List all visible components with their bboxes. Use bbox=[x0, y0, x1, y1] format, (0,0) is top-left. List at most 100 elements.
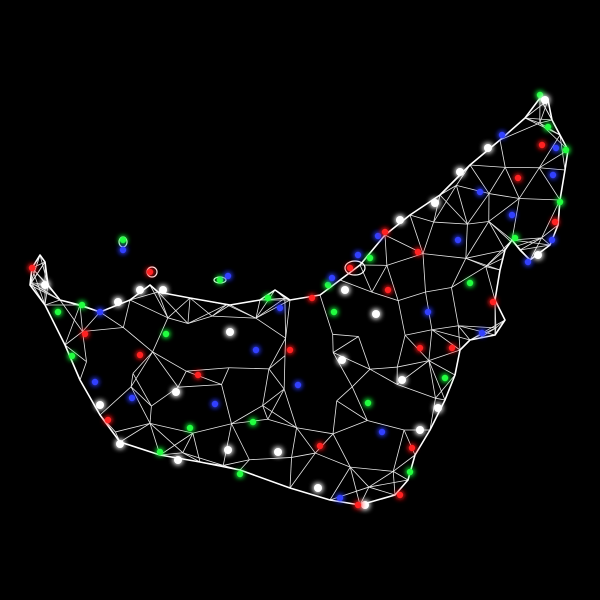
light-dot bbox=[338, 356, 346, 364]
mesh-line bbox=[177, 371, 187, 388]
mesh-line bbox=[397, 360, 429, 368]
mesh-line bbox=[433, 194, 441, 223]
mesh-line bbox=[291, 452, 316, 458]
light-dot bbox=[119, 236, 127, 244]
mesh-line bbox=[465, 224, 468, 259]
mesh-line bbox=[511, 198, 520, 241]
light-dot bbox=[91, 378, 99, 386]
light-dot bbox=[276, 304, 284, 312]
mesh-line bbox=[539, 99, 549, 124]
mesh-line bbox=[267, 388, 285, 420]
mesh-line bbox=[488, 193, 520, 199]
light-dot bbox=[536, 91, 544, 99]
mesh-line bbox=[159, 452, 183, 456]
mesh-line bbox=[384, 234, 388, 266]
mesh-line bbox=[458, 325, 471, 341]
mesh-line bbox=[409, 214, 424, 254]
mesh-line bbox=[231, 405, 263, 425]
light-dot bbox=[541, 96, 549, 104]
light-dot bbox=[324, 281, 332, 289]
light-dot bbox=[316, 442, 324, 450]
light-dot bbox=[172, 388, 180, 396]
mesh-line bbox=[285, 299, 291, 339]
mesh-line bbox=[182, 452, 224, 466]
mesh-line bbox=[291, 427, 297, 458]
mesh-line bbox=[422, 221, 435, 254]
light-dot bbox=[41, 281, 49, 289]
mesh-line bbox=[262, 388, 285, 406]
mesh-line bbox=[79, 304, 83, 332]
mesh-line bbox=[296, 427, 334, 435]
mesh-line bbox=[255, 299, 291, 319]
mesh-line bbox=[64, 344, 87, 363]
mesh-line bbox=[538, 167, 561, 201]
mesh-line bbox=[539, 149, 568, 169]
mesh-line bbox=[519, 244, 551, 251]
light-dot bbox=[249, 418, 257, 426]
mesh-line bbox=[351, 368, 371, 388]
mesh-line bbox=[228, 367, 269, 370]
mesh-line bbox=[485, 249, 506, 267]
light-dot bbox=[524, 258, 532, 266]
mesh-line bbox=[386, 265, 399, 301]
mesh-line bbox=[469, 164, 490, 194]
light-dot bbox=[211, 400, 219, 408]
light-dot bbox=[552, 144, 560, 152]
mesh-line bbox=[167, 297, 191, 319]
mesh-line bbox=[359, 486, 370, 505]
mesh-line bbox=[130, 351, 153, 387]
mesh-line bbox=[268, 337, 286, 370]
light-dot bbox=[159, 286, 167, 294]
mesh-line bbox=[518, 167, 540, 199]
mesh-line bbox=[428, 360, 436, 399]
mesh-line bbox=[262, 405, 269, 420]
mesh-line bbox=[315, 452, 351, 468]
mesh-line bbox=[122, 299, 131, 328]
mesh-line bbox=[431, 329, 461, 351]
mesh-line bbox=[524, 117, 561, 136]
mesh-line bbox=[149, 284, 169, 318]
mesh-line bbox=[149, 423, 184, 454]
mesh-line bbox=[350, 466, 394, 472]
light-dot bbox=[384, 286, 392, 294]
light-dot bbox=[562, 146, 570, 154]
mesh-line bbox=[541, 237, 551, 246]
light-dot bbox=[162, 330, 170, 338]
mesh-line bbox=[456, 184, 490, 194]
light-dot bbox=[416, 344, 424, 352]
mesh-line bbox=[397, 300, 406, 336]
mesh-line bbox=[157, 291, 169, 318]
mesh-line bbox=[82, 327, 124, 332]
mesh-line bbox=[99, 311, 124, 328]
mesh-line bbox=[428, 360, 456, 376]
mesh-line bbox=[30, 254, 41, 283]
mesh-line bbox=[249, 457, 292, 461]
mesh-line bbox=[396, 384, 436, 399]
mesh-line bbox=[255, 297, 286, 319]
light-dot bbox=[361, 501, 369, 509]
light-dot bbox=[336, 494, 344, 502]
mesh-line bbox=[435, 374, 456, 399]
light-dot bbox=[478, 329, 486, 337]
mesh-line bbox=[267, 418, 297, 429]
mesh-line bbox=[187, 315, 213, 324]
mesh-line bbox=[451, 287, 459, 326]
light-dot bbox=[156, 448, 164, 456]
mesh-line bbox=[132, 351, 153, 374]
light-dot bbox=[508, 211, 516, 219]
mesh-line bbox=[64, 304, 81, 346]
mesh-line bbox=[465, 221, 490, 259]
mesh-line bbox=[351, 386, 368, 421]
mesh-line bbox=[82, 311, 101, 332]
light-dot bbox=[454, 236, 462, 244]
light-dot bbox=[396, 216, 404, 224]
mesh-line bbox=[332, 336, 359, 353]
mesh-line bbox=[332, 333, 359, 337]
mesh-line bbox=[367, 420, 405, 431]
mesh-line bbox=[187, 304, 227, 324]
mesh-line bbox=[262, 368, 270, 406]
light-dot bbox=[366, 254, 374, 262]
mesh-line bbox=[152, 317, 169, 353]
mesh-line bbox=[149, 422, 193, 434]
light-dot bbox=[544, 123, 552, 131]
